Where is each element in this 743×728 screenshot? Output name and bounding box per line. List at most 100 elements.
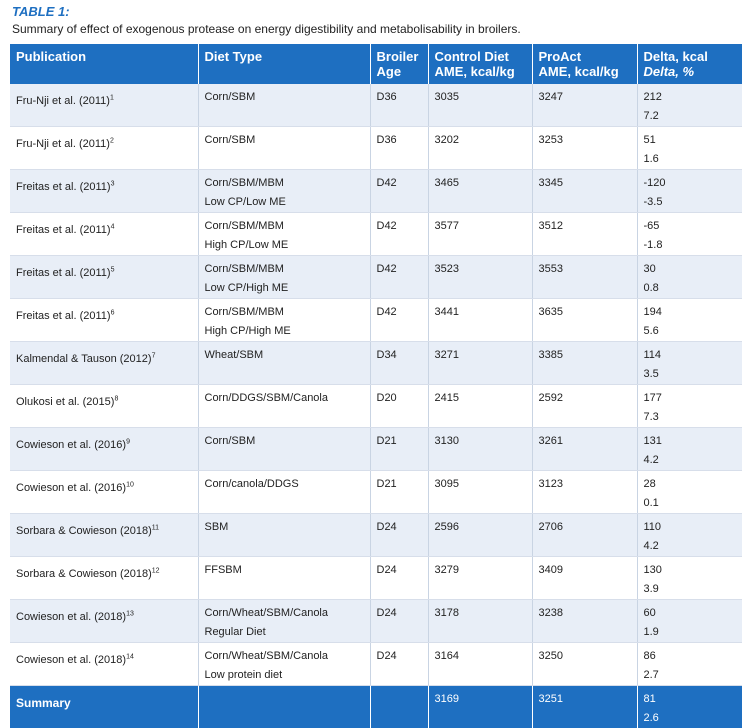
diet-type-line1: Corn/DDGS/SBM/Canola: [205, 389, 364, 408]
delta-kcal: 194: [644, 303, 737, 322]
broiler-age-cell: D24: [370, 643, 428, 686]
diet-type-line2: Regular Diet: [205, 623, 364, 642]
delta-percent: -3.5: [644, 193, 737, 212]
diet-type-cell: Corn/canola/DDGS: [198, 471, 370, 514]
reference-marker: 11: [152, 524, 159, 531]
table-caption: Summary of effect of exogenous protease …: [12, 22, 521, 36]
proact-ame-cell: 3250: [532, 643, 637, 686]
delta-percent: 0.8: [644, 279, 737, 298]
publication-cell: Cowieson et al. (2016)9: [10, 428, 198, 471]
summary-control: 3169: [428, 686, 532, 728]
reference-marker: 14: [126, 653, 134, 660]
control-ame-cell: 2596: [428, 514, 532, 557]
summary-delta-percent: 2.6: [644, 709, 737, 728]
broiler-age-cell: D42: [370, 256, 428, 299]
delta-kcal: -120: [644, 174, 737, 193]
delta-percent: 3.9: [644, 580, 737, 599]
control-ame-cell: 3523: [428, 256, 532, 299]
delta-percent: -1.8: [644, 236, 737, 255]
proact-ame-cell: 3261: [532, 428, 637, 471]
proact-ame-cell: 3409: [532, 557, 637, 600]
control-ame-cell: 3279: [428, 557, 532, 600]
header-delta-line2: Delta, %: [644, 64, 737, 79]
publication-cell: Freitas et al. (2011)5: [10, 256, 198, 299]
publication-cell: Freitas et al. (2011)6: [10, 299, 198, 342]
publication-cell: Fru-Nji et al. (2011)1: [10, 84, 198, 127]
delta-percent: 7.2: [644, 107, 737, 126]
header-delta: Delta, kcal Delta, %: [637, 44, 742, 84]
header-diet-type: Diet Type: [198, 44, 370, 84]
delta-kcal: 114: [644, 346, 737, 365]
diet-type-line2: Low CP/High ME: [205, 279, 364, 298]
reference-marker: 1: [110, 94, 114, 101]
broiler-age-cell: D42: [370, 299, 428, 342]
header-proact-line2: AME, kcal/kg: [539, 64, 631, 79]
proact-ame-cell: 3553: [532, 256, 637, 299]
delta-kcal: 131: [644, 432, 737, 451]
publication-text: Olukosi et al. (2015): [16, 396, 114, 408]
table-row: Cowieson et al. (2016)10 Corn/canola/DDGS…: [10, 471, 742, 514]
diet-type-line1: Corn/SBM/MBM: [205, 260, 364, 279]
diet-type-line2: High CP/High ME: [205, 322, 364, 341]
delta-kcal: 60: [644, 604, 737, 623]
control-ame-cell: 3178: [428, 600, 532, 643]
delta-percent: 4.2: [644, 451, 737, 470]
delta-kcal: -65: [644, 217, 737, 236]
publication-text: Cowieson et al. (2018): [16, 654, 126, 666]
summary-label: Summary: [10, 686, 198, 728]
delta-percent: 0.1: [644, 494, 737, 513]
control-ame-cell: 3577: [428, 213, 532, 256]
broiler-age-cell: D24: [370, 557, 428, 600]
diet-type-line2: Low protein diet: [205, 666, 364, 685]
diet-type-line1: Corn/SBM: [205, 131, 364, 150]
publication-text: Cowieson et al. (2016): [16, 482, 126, 494]
diet-type-cell: FFSBM: [198, 557, 370, 600]
reference-marker: 5: [111, 266, 115, 273]
reference-marker: 13: [126, 610, 134, 617]
header-proact-ame: ProAct AME, kcal/kg: [532, 44, 637, 84]
publication-text: Cowieson et al. (2016): [16, 439, 126, 451]
delta-kcal: 130: [644, 561, 737, 580]
diet-type-line1: Corn/Wheat/SBM/Canola: [205, 604, 364, 623]
broiler-age-cell: D34: [370, 342, 428, 385]
delta-kcal: 30: [644, 260, 737, 279]
publication-cell: Olukosi et al. (2015)8: [10, 385, 198, 428]
delta-percent: 5.6: [644, 322, 737, 341]
control-ame-cell: 3271: [428, 342, 532, 385]
diet-type-cell: Wheat/SBM: [198, 342, 370, 385]
delta-percent: 2.7: [644, 666, 737, 685]
delta-cell: -120-3.5: [637, 170, 742, 213]
header-proact-line1: ProAct: [539, 49, 631, 64]
diet-type-line1: Corn/SBM/MBM: [205, 174, 364, 193]
diet-type-cell: SBM: [198, 514, 370, 557]
diet-type-line1: Corn/canola/DDGS: [205, 475, 364, 494]
delta-kcal: 177: [644, 389, 737, 408]
reference-marker: 4: [111, 223, 115, 230]
delta-cell: -65-1.8: [637, 213, 742, 256]
reference-marker: 6: [111, 309, 115, 316]
control-ame-cell: 3035: [428, 84, 532, 127]
broiler-age-cell: D42: [370, 170, 428, 213]
publication-cell: Cowieson et al. (2016)10: [10, 471, 198, 514]
proact-ame-cell: 3635: [532, 299, 637, 342]
delta-percent: 1.6: [644, 150, 737, 169]
protease-table: Publication Diet Type Broiler Age Contro…: [10, 44, 742, 728]
